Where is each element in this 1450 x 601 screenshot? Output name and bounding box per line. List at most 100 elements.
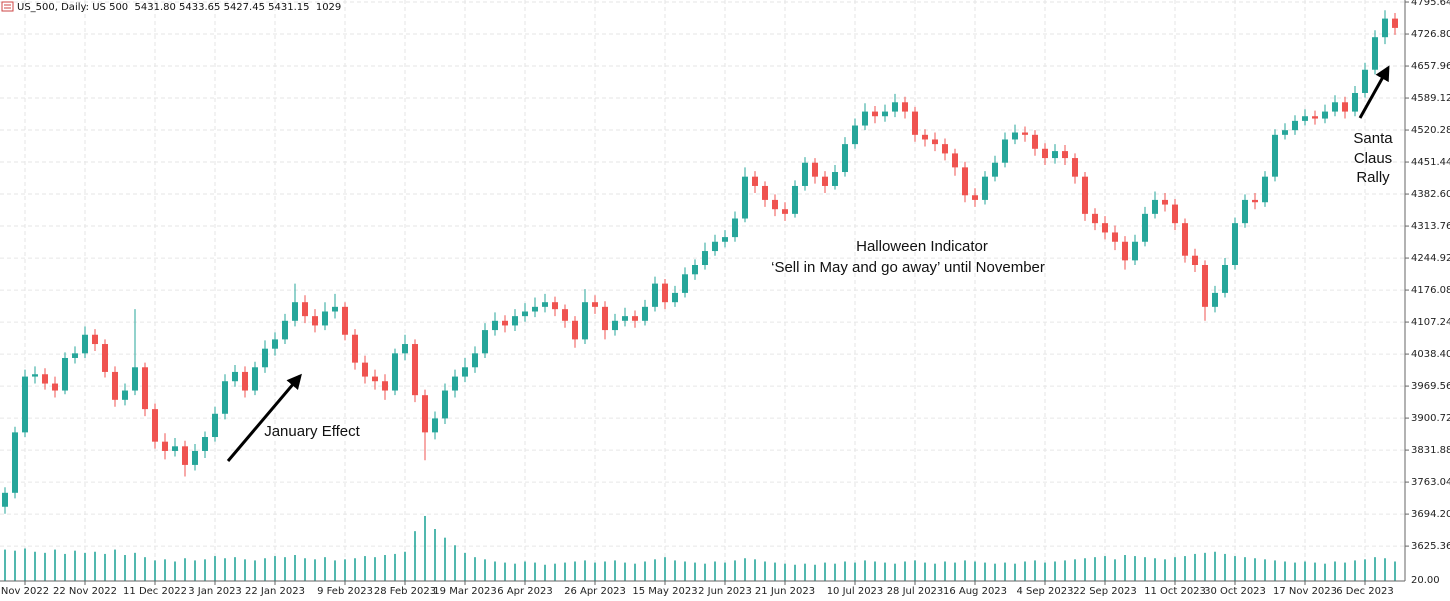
candle-body bbox=[1362, 69, 1368, 93]
volume-bar bbox=[824, 562, 826, 581]
volume-bar bbox=[1214, 551, 1216, 581]
volume-bar bbox=[764, 561, 766, 581]
candle-body bbox=[1282, 130, 1288, 135]
x-tick-label: 22 Sep 2023 bbox=[1073, 586, 1136, 597]
candle-body bbox=[1232, 223, 1238, 265]
candle-body bbox=[612, 320, 618, 331]
volume-bar bbox=[524, 561, 526, 581]
volume-bar bbox=[194, 560, 196, 581]
candle-body bbox=[672, 292, 678, 303]
candle-body bbox=[1162, 199, 1168, 205]
volume-bar bbox=[84, 552, 86, 581]
candle-body bbox=[832, 172, 838, 186]
volume-bar bbox=[1224, 553, 1226, 581]
candle-body bbox=[852, 125, 858, 145]
candle-body bbox=[1052, 151, 1058, 159]
x-tick-label: 6 Dec 2023 bbox=[1336, 586, 1394, 597]
candle-body bbox=[482, 330, 488, 354]
candle-body bbox=[432, 418, 438, 433]
y-tick-label: 4382.60 bbox=[1411, 189, 1450, 200]
volume-bar bbox=[724, 562, 726, 581]
candle-body bbox=[1322, 111, 1328, 119]
volume-bar bbox=[44, 552, 46, 581]
volume-bar bbox=[364, 556, 366, 581]
candle-body bbox=[1382, 18, 1388, 38]
volume-bar bbox=[434, 529, 436, 581]
candle-body bbox=[1172, 204, 1178, 224]
candle-body bbox=[1082, 176, 1088, 214]
volume-bar bbox=[94, 551, 96, 581]
candle-body bbox=[652, 283, 658, 307]
candle-body bbox=[162, 441, 168, 451]
candle-body bbox=[62, 357, 68, 391]
volume-bar bbox=[454, 545, 456, 581]
volume-bar bbox=[694, 562, 696, 581]
volume-bar bbox=[664, 557, 666, 581]
candle-body bbox=[582, 302, 588, 340]
x-tick-label: 9 Feb 2023 bbox=[317, 586, 373, 597]
candle-body bbox=[92, 334, 98, 345]
volume-bar bbox=[1034, 560, 1036, 581]
volume-bar bbox=[274, 556, 276, 581]
volume-bar bbox=[874, 561, 876, 581]
volume-bar bbox=[344, 559, 346, 581]
annotation: January Effect bbox=[264, 423, 360, 440]
candle-body bbox=[1222, 265, 1228, 293]
candle-body bbox=[1392, 18, 1398, 28]
volume-bar bbox=[1054, 561, 1056, 581]
volume-bar bbox=[294, 555, 296, 581]
volume-bar bbox=[954, 562, 956, 581]
candle-body bbox=[572, 320, 578, 340]
candle-body bbox=[742, 176, 748, 219]
candle-body bbox=[1192, 255, 1198, 265]
candle-body bbox=[492, 320, 498, 331]
candle-body bbox=[512, 316, 518, 326]
volume-bar bbox=[864, 560, 866, 581]
volume-bar bbox=[314, 559, 316, 581]
candle-body bbox=[662, 283, 668, 303]
volume-bar bbox=[914, 560, 916, 581]
candle-body bbox=[1332, 102, 1338, 112]
candle-body bbox=[472, 353, 478, 368]
volume-bar bbox=[614, 560, 616, 581]
annotation: ‘Sell in May and go away’ until November bbox=[771, 259, 1045, 276]
candle-body bbox=[412, 344, 418, 396]
x-tick-label: 28 Jul 2023 bbox=[887, 586, 944, 597]
candle-body bbox=[262, 348, 268, 368]
volume-bar bbox=[604, 561, 606, 581]
y-tick-label: 3694.20 bbox=[1411, 509, 1450, 520]
candle-body bbox=[312, 316, 318, 326]
candle-body bbox=[1072, 158, 1078, 177]
candle-body bbox=[202, 437, 208, 451]
candle-body bbox=[562, 309, 568, 321]
candle-body bbox=[102, 344, 108, 372]
volume-bar bbox=[14, 550, 16, 581]
candle-body bbox=[12, 432, 18, 493]
candle-body bbox=[822, 176, 828, 186]
y-tick-label: 4313.76 bbox=[1411, 221, 1450, 232]
x-tick-label: 21 Jun 2023 bbox=[755, 586, 815, 597]
volume-bar bbox=[734, 560, 736, 581]
candle-body bbox=[982, 176, 988, 200]
volume-bar bbox=[1074, 559, 1076, 581]
volume-bar bbox=[284, 557, 286, 581]
candle-body bbox=[2, 492, 8, 507]
candle-body bbox=[382, 381, 388, 391]
candle-body bbox=[722, 237, 728, 242]
candle-body bbox=[522, 311, 528, 317]
volume-bar bbox=[1084, 558, 1086, 581]
x-tick-label: 22 Nov 2022 bbox=[53, 586, 117, 597]
volume-bar bbox=[424, 516, 426, 581]
candle-body bbox=[192, 450, 198, 465]
volume-bar bbox=[784, 563, 786, 581]
volume-bar bbox=[244, 559, 246, 581]
volume-bar bbox=[794, 564, 796, 581]
volume-bar bbox=[104, 553, 106, 581]
volume-bar bbox=[554, 563, 556, 581]
volume-bar bbox=[414, 531, 416, 581]
candle-body bbox=[252, 367, 258, 391]
candle-body bbox=[872, 111, 878, 117]
candle-body bbox=[142, 367, 148, 410]
volume-bar bbox=[74, 550, 76, 581]
volume-bar bbox=[624, 562, 626, 581]
